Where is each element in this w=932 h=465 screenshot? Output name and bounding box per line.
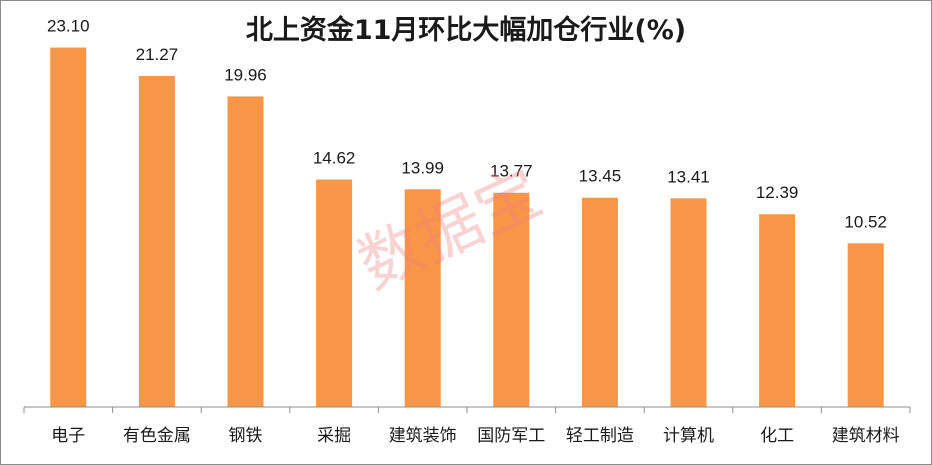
labels-group: 23.10 电子 21.27 有色金属 19.96 钢铁 14.62 采掘 13.99 建筑装饰 1… xyxy=(47,17,900,446)
bar-7 xyxy=(670,198,707,407)
chart-title: 北上资金11月环比大幅加仓行业(%) xyxy=(245,15,687,46)
bar-8 xyxy=(759,214,796,407)
category-label: 建筑材料 xyxy=(832,426,900,446)
bar-6 xyxy=(581,197,618,407)
value-label: 21.27 xyxy=(136,45,179,64)
bar-1 xyxy=(138,76,175,407)
category-label: 轻工制造 xyxy=(566,426,634,446)
value-label: 12.39 xyxy=(756,183,799,202)
category-label: 电子 xyxy=(51,426,85,446)
bar-3 xyxy=(316,179,353,407)
value-label: 23.10 xyxy=(47,17,90,36)
bar-9 xyxy=(847,243,884,407)
x-axis xyxy=(23,406,911,413)
value-label: 13.41 xyxy=(667,167,710,186)
bar-4 xyxy=(404,189,441,407)
bars-group xyxy=(50,47,884,408)
category-label: 采掘 xyxy=(317,426,351,446)
bar-2 xyxy=(227,96,264,408)
value-label: 10.52 xyxy=(844,212,887,231)
category-label: 有色金属 xyxy=(123,426,191,446)
value-label: 19.96 xyxy=(224,65,267,84)
category-label: 计算机 xyxy=(663,426,714,446)
value-label: 13.45 xyxy=(579,167,622,186)
bar-5 xyxy=(493,192,530,407)
value-label: 13.77 xyxy=(490,162,533,181)
category-label: 建筑装饰 xyxy=(389,426,457,446)
category-label: 化工 xyxy=(760,426,794,446)
category-label: 钢铁 xyxy=(229,426,263,446)
bar-0 xyxy=(50,47,87,408)
value-label: 14.62 xyxy=(313,149,356,168)
category-label: 国防军工 xyxy=(477,426,545,446)
value-label: 13.99 xyxy=(401,158,444,177)
